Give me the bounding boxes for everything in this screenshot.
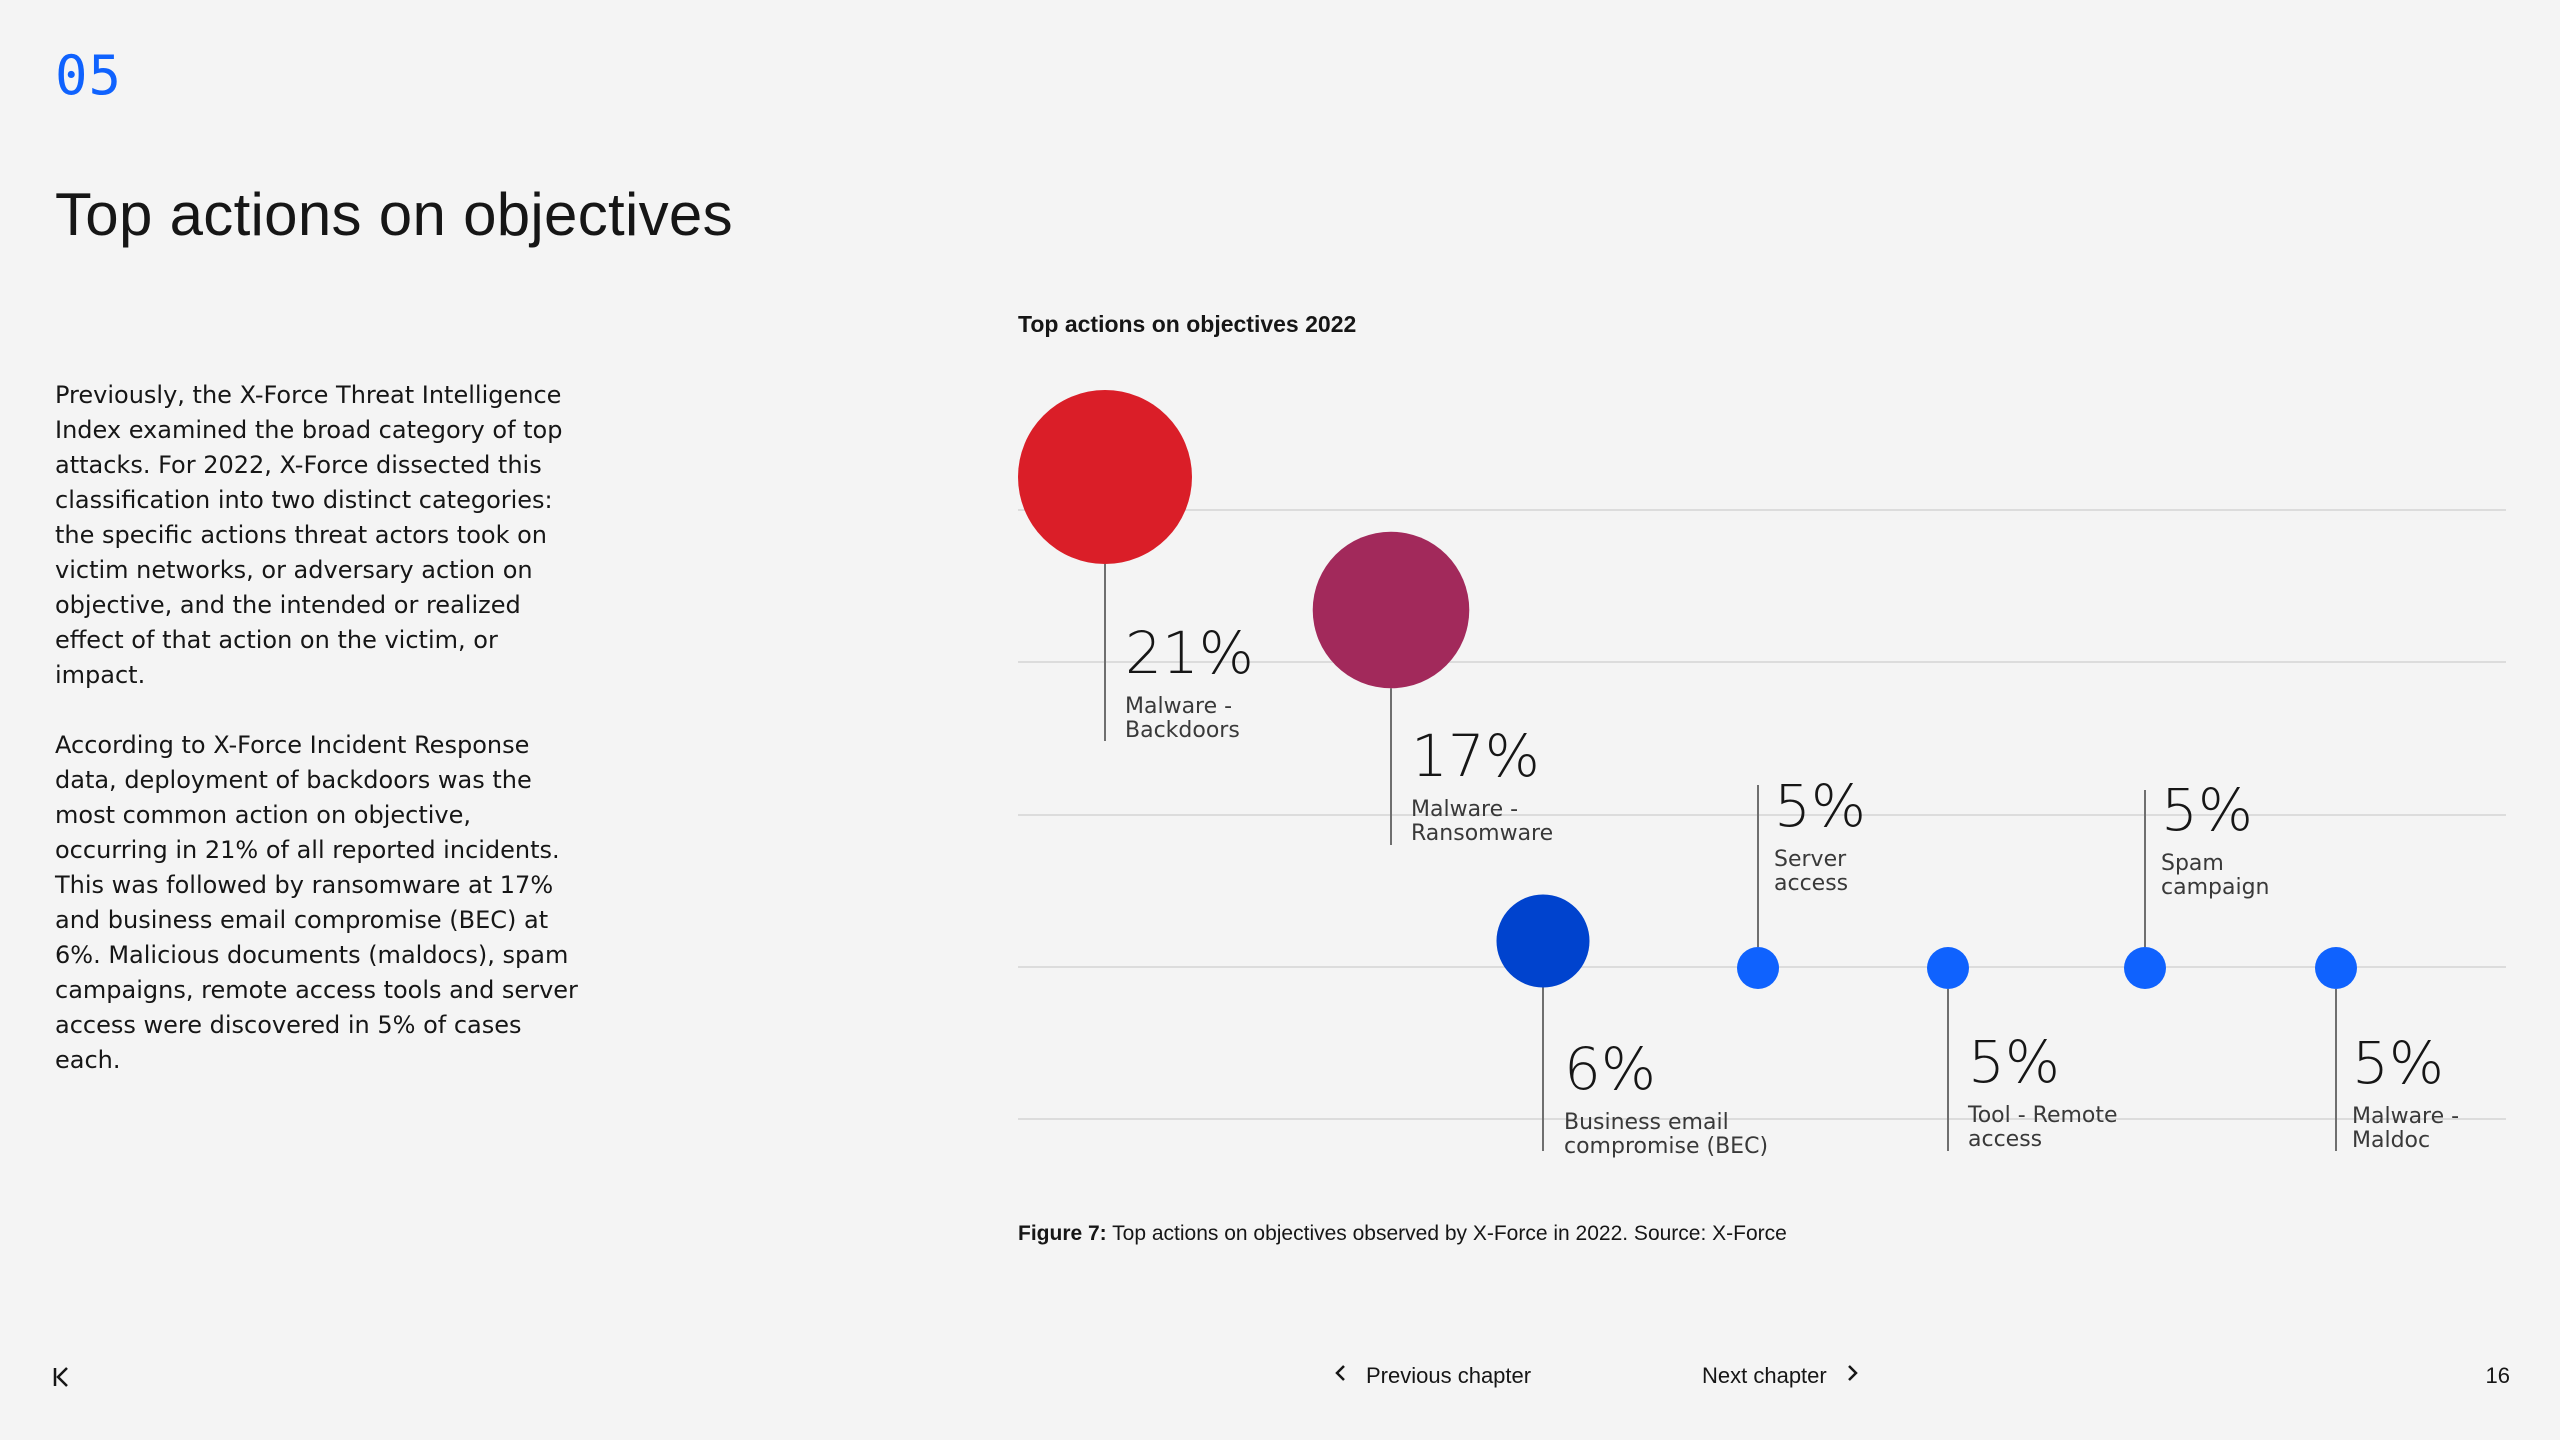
category-label: access [1968,1127,2042,1152]
category-label: Malware - [1125,694,1232,719]
category-label: Tool - Remote [1967,1103,2118,1128]
chart-title: Top actions on objectives 2022 [1018,311,1357,337]
value-label: 5% [2352,1029,2444,1097]
bubble-0 [1018,390,1192,564]
value-label: 5% [1774,772,1866,840]
category-label: compromise (BEC) [1564,1134,1768,1159]
body-paragraph: Previously, the X-Force Threat Intellige… [55,381,563,689]
caption-prefix: Figure 7: [1018,1222,1107,1245]
chapter-number: 05 [55,44,123,107]
bubble-3 [1737,947,1779,989]
first-page-icon[interactable] [52,1365,74,1389]
category-label: Ransomware [1411,821,1553,846]
footer [0,1360,2560,1400]
category-label: campaign [2161,875,2269,900]
category-label: Server [1774,847,1847,872]
category-label: Business email [1564,1110,1729,1135]
body-paragraph: According to X-Force Incident Response d… [55,731,578,1074]
value-label: 21% [1125,619,1254,687]
next-chapter-label: Next chapter [1702,1363,1827,1388]
page-title: Top actions on objectives [55,181,733,248]
page-number: 16 [2485,1363,2510,1388]
category-label: Malware - [1411,797,1518,822]
body-text: Previously, the X-Force Threat Intellige… [55,378,585,1113]
value-label: 17% [1411,722,1540,790]
value-label: 5% [2161,776,2253,844]
previous-chapter-link[interactable]: Previous chapter [1334,1363,1531,1389]
category-label: Malware - [2352,1104,2459,1129]
bubble-5 [2124,947,2166,989]
previous-chapter-label: Previous chapter [1366,1363,1532,1388]
figure-caption: Figure 7: Top actions on objectives obse… [1018,1222,1787,1246]
bubble-4 [1927,947,1969,989]
chevron-left-icon [1334,1363,1348,1389]
category-label: Maldoc [2352,1128,2430,1153]
category-label: access [1774,871,1848,896]
value-label: 5% [1968,1028,2060,1096]
bubble-2 [1496,894,1590,988]
next-chapter-link[interactable]: Next chapter [1702,1363,1859,1389]
bubble-6 [2315,947,2357,989]
chevron-right-icon [1845,1363,1859,1389]
category-label: Backdoors [1125,718,1240,743]
category-label: Spam [2161,851,2224,876]
value-label: 6% [1564,1035,1656,1103]
bubble-1 [1312,531,1470,689]
caption-text: Top actions on objectives observed by X-… [1106,1222,1787,1245]
